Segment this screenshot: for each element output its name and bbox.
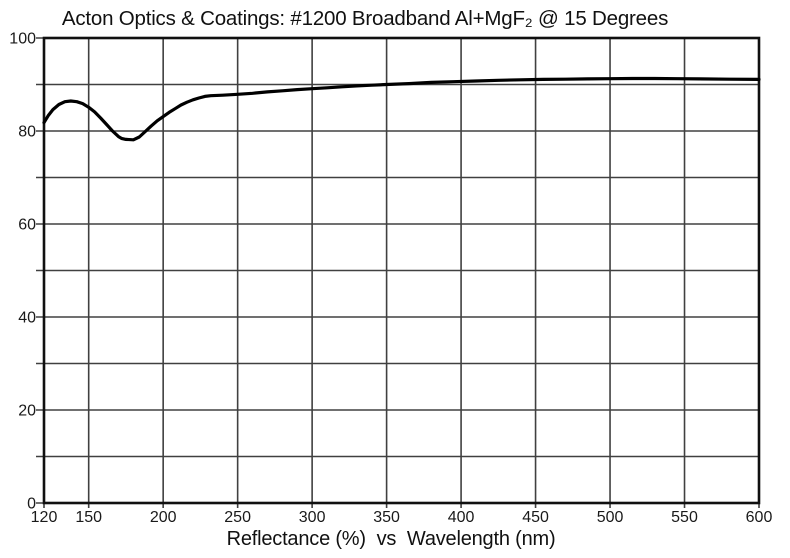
- plot-border: [42, 36, 761, 505]
- y-tick-label: 80: [18, 124, 36, 141]
- x-tick-label: 200: [150, 509, 177, 526]
- x-tick-label: 500: [597, 509, 624, 526]
- x-tick-label: 300: [299, 509, 326, 526]
- reflectance-curve: [42, 76, 761, 142]
- y-tick-label: 20: [18, 403, 36, 420]
- chart-title: Acton Optics & Coatings: #1200 Broadband…: [61, 7, 669, 30]
- y-tick-label: 0: [27, 496, 36, 513]
- x-axis-label: Reflectance (%) vs Wavelength (nm): [226, 528, 556, 550]
- x-tick-label: 120: [31, 509, 58, 526]
- x-tick-label: 550: [671, 509, 698, 526]
- x-tick-label: 400: [448, 509, 475, 526]
- x-tick-label: 600: [746, 509, 773, 526]
- x-tick-label: 250: [224, 509, 251, 526]
- y-tick-label: 100: [9, 31, 36, 48]
- y-tick-label: 40: [18, 310, 36, 327]
- x-tick-label: 450: [522, 509, 549, 526]
- x-tick-label: 150: [75, 509, 102, 526]
- y-tick-label: 60: [18, 217, 36, 234]
- x-tick-label: 350: [373, 509, 400, 526]
